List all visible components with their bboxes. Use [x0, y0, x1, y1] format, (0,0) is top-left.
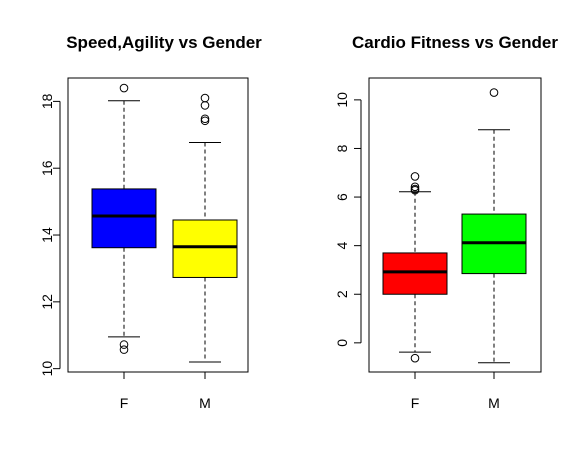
x-tick-label: F — [120, 395, 129, 411]
y-tick-label: 10 — [39, 361, 55, 377]
chart-title: Cardio Fitness vs Gender — [352, 33, 558, 52]
y-tick-label: 18 — [39, 93, 55, 109]
box-m — [461, 88, 527, 364]
y-tick-label: 2 — [334, 290, 350, 298]
y-tick-label: 6 — [334, 193, 350, 201]
outlier-point — [200, 116, 210, 126]
x-tick-label: M — [488, 395, 500, 411]
y-tick-label: 16 — [39, 160, 55, 176]
box-f — [382, 172, 448, 363]
outlier-point — [410, 172, 420, 181]
y-tick-label: 4 — [334, 242, 350, 250]
box-m — [172, 93, 238, 363]
y-tick-label: 14 — [39, 227, 55, 243]
outlier-point — [200, 93, 210, 103]
box-body — [382, 252, 448, 295]
y-axis: 10 12 14 16 18 — [39, 93, 61, 377]
outlier-point — [200, 101, 210, 110]
outlier-point — [410, 185, 420, 195]
y-tick-label: 12 — [39, 294, 55, 310]
box-f — [91, 83, 157, 354]
y-tick-label: 0 — [334, 339, 350, 347]
x-tick-label: F — [411, 395, 420, 411]
box-body — [91, 188, 157, 249]
x-tick-label: M — [199, 395, 211, 411]
y-axis: 0 2 4 6 8 10 — [334, 92, 362, 347]
outlier-point — [119, 345, 129, 354]
outlier-point — [119, 340, 129, 349]
outlier-point — [410, 353, 420, 363]
outlier-point — [410, 182, 420, 192]
y-tick-label: 10 — [334, 92, 350, 108]
box-body — [172, 219, 238, 278]
outlier-point — [489, 88, 499, 97]
chart-title: Speed,Agility vs Gender — [66, 33, 262, 52]
box-group — [91, 83, 238, 363]
y-tick-label: 8 — [334, 144, 350, 152]
outlier-point — [119, 83, 129, 93]
box-group — [382, 88, 527, 364]
